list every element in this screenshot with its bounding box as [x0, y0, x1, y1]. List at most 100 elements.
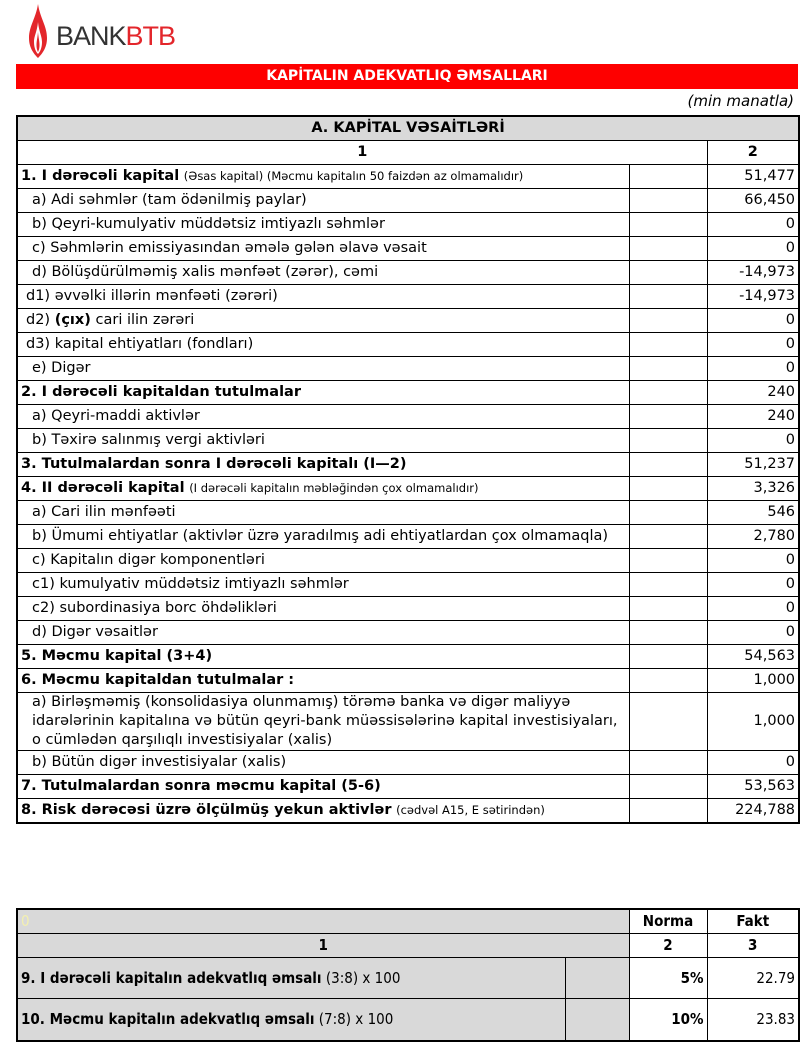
label-text: a) Birləşməmiş (konsolidasiya olunmamış)…	[32, 694, 618, 748]
ratios-table: 0 Norma Fakt 1 2 3 9. I dərəcəli kapital…	[16, 908, 800, 1042]
label-text: d1) əvvəlki illərin mənfəəti (zərəri)	[26, 288, 278, 304]
row-label: 5. Məcmu kapital (3+4)	[16, 644, 630, 669]
row-label: a) Birləşməmiş (konsolidasiya olunmamış)…	[16, 692, 630, 751]
norma-header: Norma	[628, 908, 708, 934]
row-value: -14,973	[706, 284, 800, 309]
row-value: 0	[706, 236, 800, 261]
column-1-header: 1	[16, 140, 708, 165]
table-row: a) Qeyri-maddi aktivlər 240	[16, 404, 800, 429]
label-text: 3. Tutulmalardan sonra I dərəcəli kapita…	[21, 456, 407, 472]
row-value: -14,973	[706, 260, 800, 285]
row-value: 0	[706, 750, 800, 775]
row-label: d3) kapital ehtiyatları (fondları)	[16, 332, 630, 357]
ratio-norma: 10%	[628, 998, 708, 1041]
row-value: 240	[706, 380, 800, 405]
blank-cell	[628, 644, 708, 669]
blank-cell	[628, 596, 708, 621]
row-label: b) Qeyri-kumulyativ müddətsiz imtiyazlı …	[16, 212, 630, 237]
table-row: 8. Risk dərəcəsi üzrə ölçülmüş yekun akt…	[16, 798, 800, 824]
table-row: d3) kapital ehtiyatları (fondları) 0	[16, 332, 800, 357]
table-row: a) Adi səhmlər (tam ödənilmiş paylar) 66,…	[16, 188, 800, 213]
table-row: c) Kapitalın digər komponentləri 0	[16, 548, 800, 573]
label-text: d) Digər vəsaitlər	[32, 624, 158, 640]
label-note: (Əsas kapital) (Məcmu kapitalın 50 faizd…	[183, 169, 524, 183]
row-label: 3. Tutulmalardan sonra I dərəcəli kapita…	[16, 452, 630, 477]
blank-cell	[628, 452, 708, 477]
row-value: 2,780	[706, 524, 800, 549]
blank-cell	[564, 957, 630, 999]
label-rest: cari ilin zərəri	[90, 312, 195, 328]
column-2-header: 2	[628, 933, 708, 958]
header-cell: 0	[16, 908, 630, 934]
blank-cell	[628, 236, 708, 261]
column-2-header: 2	[706, 140, 800, 165]
blank-cell	[628, 692, 708, 751]
label-text: b) Qeyri-kumulyativ müddətsiz imtiyazlı …	[32, 216, 385, 232]
fakt-header: Fakt	[706, 908, 800, 934]
row-label: 4. II dərəcəli kapital (I dərəcəli kapit…	[16, 476, 630, 501]
table-row: c2) subordinasiya borc öhdəlikləri 0	[16, 596, 800, 621]
label-text: b) Təxirə salınmış vergi aktivləri	[32, 432, 265, 448]
column-3-header: 3	[706, 933, 800, 958]
row-value: 224,788	[706, 798, 800, 824]
label-text: c2) subordinasiya borc öhdəlikləri	[32, 600, 277, 616]
blank-cell	[628, 620, 708, 645]
blank-cell	[628, 356, 708, 381]
table-row: b) Ümumi ehtiyatlar (aktivlər üzrə yarad…	[16, 524, 800, 549]
row-label: a) Cari ilin mənfəəti	[16, 500, 630, 525]
row-value: 546	[706, 500, 800, 525]
row-value: 0	[706, 548, 800, 573]
blank-cell	[628, 260, 708, 285]
row-value: 0	[706, 308, 800, 333]
table-row: b) Təxirə salınmış vergi aktivləri 0	[16, 428, 800, 453]
blank-cell	[628, 500, 708, 525]
row-value: 0	[706, 620, 800, 645]
table-row: 2. I dərəcəli kapitaldan tutulmalar 240	[16, 380, 800, 405]
row-label: d) Bölüşdürülməmiş xalis mənfəət (zərər)…	[16, 260, 630, 285]
row-label: e) Digər	[16, 356, 630, 381]
ratio-norma: 5%	[628, 957, 708, 999]
row-label: b) Təxirə salınmış vergi aktivləri	[16, 428, 630, 453]
blank-cell	[628, 164, 708, 189]
blank-cell	[628, 284, 708, 309]
label-text: e) Digər	[32, 360, 91, 376]
label-emphasis: (çıx)	[54, 312, 91, 328]
table-row: d) Digər vəsaitlər 0	[16, 620, 800, 645]
row-value: 53,563	[706, 774, 800, 799]
label-text: d2)	[26, 312, 55, 328]
row-label: 6. Məcmu kapitaldan tutulmalar :	[16, 668, 630, 693]
blank-cell	[628, 380, 708, 405]
ratios-column-number-row: 1 2 3	[16, 933, 800, 958]
label-text: c) Səhmlərin emissiyasından əmələ gələn …	[32, 240, 427, 256]
ratio-row: 10. Məcmu kapitalın adekvatlıq əmsalı (7…	[16, 998, 800, 1041]
row-label: 8. Risk dərəcəsi üzrə ölçülmüş yekun akt…	[16, 798, 630, 824]
table-row: 6. Məcmu kapitaldan tutulmalar : 1,000	[16, 668, 800, 693]
section-header-row: A. KAPİTAL VƏSAİTLƏRİ	[16, 115, 800, 141]
section-title: A. KAPİTAL VƏSAİTLƏRİ	[16, 115, 800, 141]
row-value: 66,450	[706, 188, 800, 213]
ratio-label: 10. Məcmu kapitalın adekvatlıq əmsalı (7…	[16, 998, 566, 1041]
table-row: 4. II dərəcəli kapital (I dərəcəli kapit…	[16, 476, 800, 501]
row-value: 3,326	[706, 476, 800, 501]
label-text: 6. Məcmu kapitaldan tutulmalar :	[21, 672, 295, 688]
table-row: b) Qeyri-kumulyativ müddətsiz imtiyazlı …	[16, 212, 800, 237]
row-label: c) Kapitalın digər komponentləri	[16, 548, 630, 573]
table-row: 5. Məcmu kapital (3+4) 54,563	[16, 644, 800, 669]
blank-cell	[628, 750, 708, 775]
label-text: a) Cari ilin mənfəəti	[32, 504, 176, 520]
row-value: 0	[706, 356, 800, 381]
row-label: 2. I dərəcəli kapitaldan tutulmalar	[16, 380, 630, 405]
logo-text: BANKBTB	[56, 21, 176, 51]
table-row: d) Bölüşdürülməmiş xalis mənfəət (zərər)…	[16, 260, 800, 285]
row-value: 0	[706, 212, 800, 237]
table-row: a) Birləşməmiş (konsolidasiya olunmamış)…	[16, 692, 800, 751]
blank-cell	[628, 798, 708, 824]
table-row: d2) (çıx) cari ilin zərəri 0	[16, 308, 800, 333]
blank-cell	[628, 668, 708, 693]
page-title: KAPİTALIN ADEKVATLIQ ƏMSALLARI	[16, 64, 798, 89]
row-label: a) Adi səhmlər (tam ödənilmiş paylar)	[16, 188, 630, 213]
label-text: b) Bütün digər investisiyalar (xalis)	[32, 754, 287, 770]
column-1-header: 1	[16, 933, 630, 958]
